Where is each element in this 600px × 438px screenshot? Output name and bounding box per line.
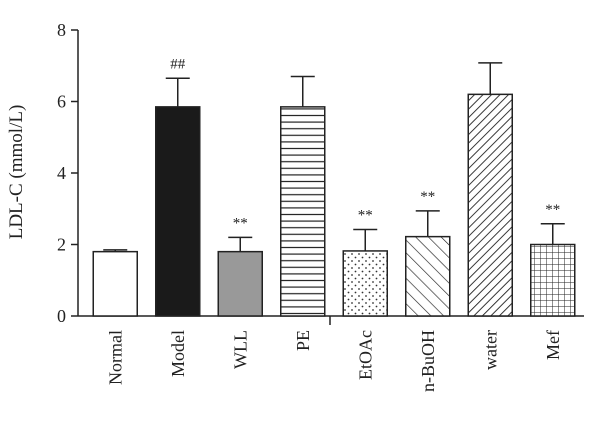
bar-wll	[217, 250, 263, 317]
y-tick-label: 6	[57, 92, 66, 112]
x-tick-label-model: Model	[168, 330, 188, 377]
bar-model	[155, 106, 201, 317]
bar-normal	[92, 250, 138, 317]
annotation-n-buoh: **	[420, 189, 435, 205]
bar-mef	[530, 243, 576, 317]
y-tick-label: 8	[57, 20, 66, 40]
x-tick-label-normal: Normal	[105, 330, 125, 385]
annotation-mef: **	[545, 202, 560, 218]
labels: Normal ## Model ** WLL PE ** EtOAc ** n-BuOH water…	[105, 56, 563, 392]
bar-water	[467, 93, 513, 317]
x-tick-label-pe: PE	[293, 330, 313, 351]
y-tick-label: 0	[57, 306, 66, 326]
y-tick-label: 2	[57, 235, 66, 255]
y-axis-label: LDL-C (mmol/L)	[6, 105, 27, 240]
annotation-etoac: **	[358, 207, 373, 223]
x-tick-label-wll: WLL	[230, 330, 250, 369]
x-tick-label-n-buoh: n-BuOH	[418, 330, 438, 392]
bars	[92, 62, 576, 317]
x-tick-label-mef: Mef	[543, 330, 563, 360]
x-tick-label-water: water	[480, 330, 500, 370]
y-tick-label: 4	[57, 163, 66, 183]
annotation-model: ##	[170, 56, 186, 72]
annotation-wll: **	[233, 215, 248, 231]
bar-n-buoh	[405, 235, 451, 317]
bar-pe	[280, 106, 326, 317]
bar-etoac	[342, 250, 388, 317]
x-tick-label-etoac: EtOAc	[355, 330, 375, 380]
